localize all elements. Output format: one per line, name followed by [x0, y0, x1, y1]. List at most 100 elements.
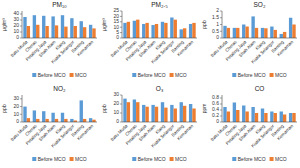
bar [145, 23, 148, 38]
x-tick-label: Shah Alam [238, 123, 257, 142]
x-axis-line [22, 122, 97, 123]
y-tick [120, 11, 122, 12]
bar [164, 108, 167, 122]
x-tick-label: Shah Alam [138, 39, 157, 58]
bar [133, 21, 136, 38]
bar [242, 25, 245, 39]
x-axis-line [122, 38, 197, 39]
x-axis-line [222, 122, 297, 123]
y-tick [220, 116, 222, 117]
bar [80, 21, 83, 38]
y-tick-label: 30 [13, 16, 19, 22]
y-tick [120, 16, 122, 17]
bar [289, 18, 292, 38]
panel: O₃ppb0102030Batu MudaCherasPetaling Jaya… [101, 85, 197, 162]
legend-label: MCO [175, 156, 187, 162]
legend-label: Before MCO [238, 72, 266, 78]
y-tick [20, 20, 22, 21]
bar [23, 17, 26, 38]
y-tick-label: 0 [116, 118, 119, 124]
bar [155, 24, 158, 38]
legend-label: Before MCO [138, 156, 166, 162]
y-tick [220, 38, 222, 39]
bar [161, 102, 164, 122]
x-tick-label: Kemaman [76, 39, 94, 57]
bar [155, 107, 158, 122]
y-axis-line [122, 95, 123, 122]
x-tick-label: Shah Alam [138, 123, 157, 142]
y-tick-label: 0.6 [212, 100, 219, 106]
bar [264, 113, 267, 122]
bar [83, 119, 86, 122]
y-tick-label: 30 [113, 91, 119, 97]
y-tick [120, 104, 122, 105]
bar [64, 27, 67, 38]
bars [123, 17, 195, 38]
y-axis-line [222, 95, 223, 122]
y-tick [220, 110, 222, 111]
bar [192, 109, 195, 123]
legend-swatch [232, 157, 236, 161]
y-tick [120, 32, 122, 33]
y-tick-label: 0.8 [212, 94, 219, 100]
y-tick-label: 0 [16, 118, 19, 124]
bar [255, 28, 258, 38]
bar [45, 26, 48, 38]
bar [64, 119, 67, 122]
bars [23, 15, 95, 38]
bar [270, 27, 273, 38]
bar [261, 109, 264, 123]
title: CO [255, 85, 265, 92]
bar [145, 107, 148, 122]
y-tick-label: 0 [116, 34, 119, 40]
panel: NO₂ppb0102030Batu MudaCherasPetaling Jay… [1, 85, 97, 162]
bar [33, 110, 36, 122]
y-tick-label: 1.5 [212, 14, 219, 20]
bar [151, 25, 154, 38]
bar [236, 110, 239, 122]
chart-root: PM₁₀μg/m³010203040Batu MudaCherasPetalin… [0, 0, 300, 168]
y-tick [120, 122, 122, 123]
bar [36, 119, 39, 122]
y-axis-label: μg/m³ [1, 18, 7, 31]
y-tick [120, 95, 122, 96]
y-tick-label: 30 [13, 95, 19, 101]
y-tick-label: 10 [113, 109, 119, 115]
y-tick [20, 122, 22, 123]
bars [223, 16, 295, 38]
y-tick [20, 38, 22, 39]
bar [74, 26, 77, 38]
legend: Before MCOMCO [232, 72, 287, 78]
bar [242, 106, 245, 123]
bar [61, 15, 64, 38]
y-tick-label: 10 [13, 28, 19, 34]
legend-swatch [132, 157, 136, 161]
y-tick [220, 104, 222, 105]
y-tick-label: 0.4 [212, 106, 219, 112]
panel: PM₁₀μg/m³010203040Batu MudaCherasPetalin… [1, 1, 97, 78]
legend-label: Before MCO [38, 156, 66, 162]
y-axis-label: μg/m³ [101, 18, 107, 31]
legend-label: MCO [75, 156, 87, 162]
bar [292, 113, 295, 122]
bar [70, 119, 73, 122]
y-tick [220, 17, 222, 18]
y-tick [20, 106, 22, 107]
y-tick [20, 32, 22, 33]
legend: Before MCOMCO [132, 72, 187, 78]
y-tick-label: 20 [13, 103, 19, 109]
bars [123, 99, 195, 122]
bar [80, 100, 83, 122]
bar [164, 23, 167, 38]
title: NO₂ [53, 85, 66, 92]
bar [123, 99, 126, 122]
bar [274, 113, 277, 122]
y-tick-label: 40 [13, 10, 19, 16]
bar [255, 113, 258, 122]
bar [223, 26, 226, 38]
y-tick-label: 0.2 [212, 112, 219, 118]
bar [233, 103, 236, 123]
legend-label: Before MCO [138, 72, 166, 78]
y-tick [20, 14, 22, 15]
y-tick-label: 2 [216, 7, 219, 13]
